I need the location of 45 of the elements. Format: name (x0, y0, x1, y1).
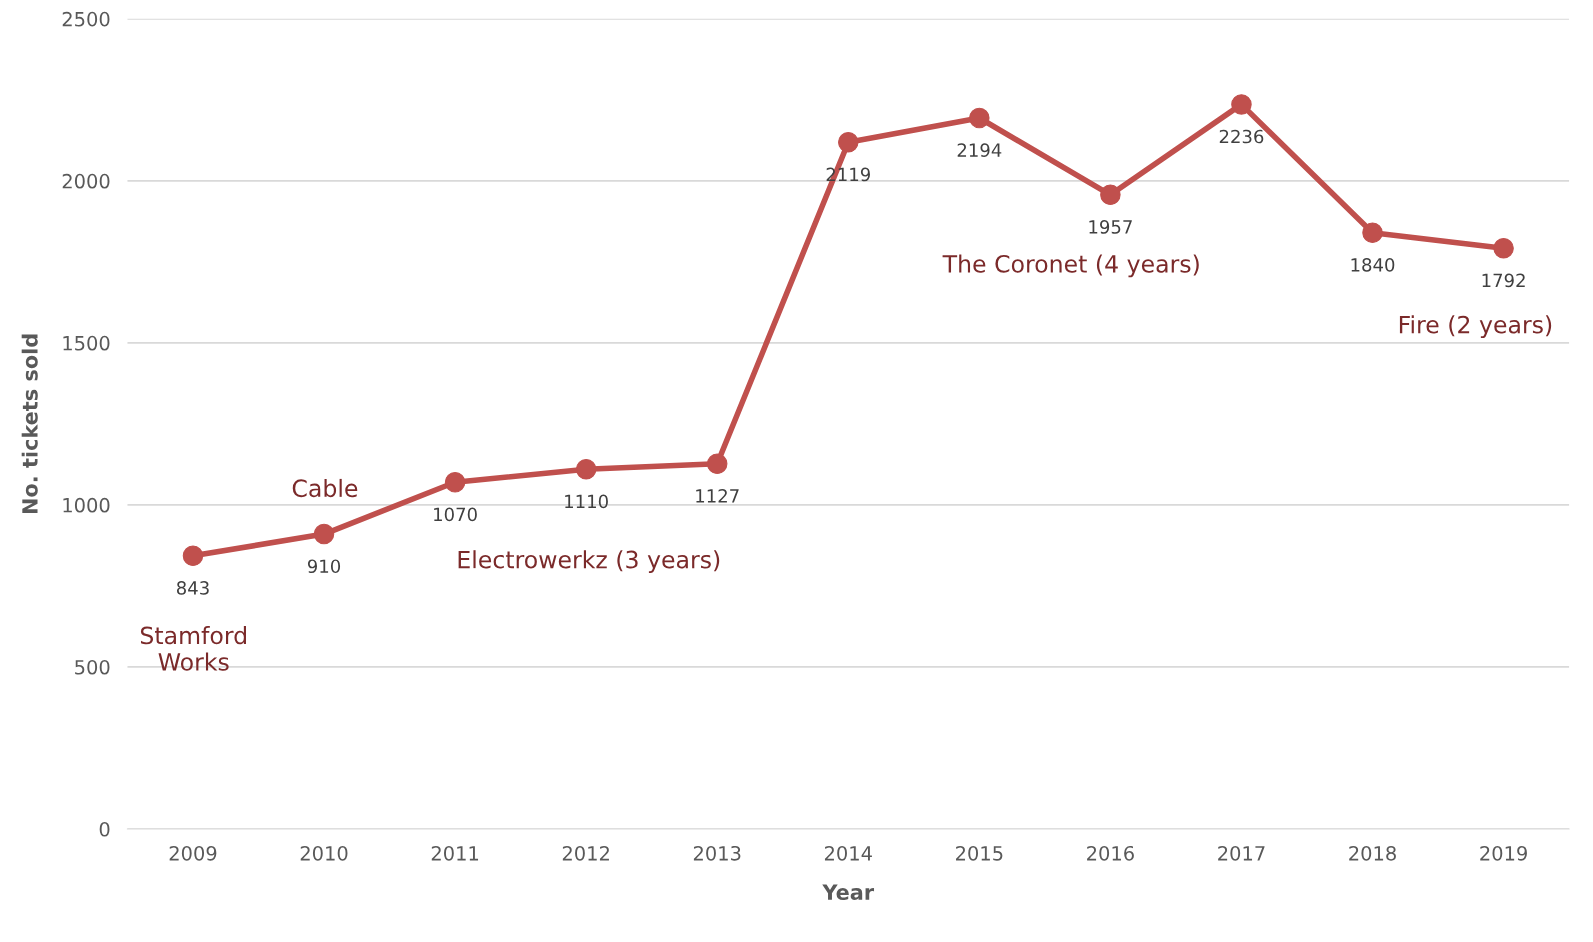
point (838, 132, 859, 153)
point (444, 471, 466, 493)
x-tick-label: 2015 (956, 845, 1003, 861)
y-tick-label: 2500 (62, 11, 110, 27)
x-tick-label: 2013 (693, 845, 741, 861)
y-tick-label: 2000 (62, 173, 110, 189)
data-label: 1792 (1482, 273, 1525, 288)
point (1493, 238, 1514, 259)
data-label: 2236 (1219, 129, 1264, 144)
x-axis-title: Year (822, 884, 875, 901)
y-axis-title: No. tickets sold (21, 334, 38, 514)
annotation: Cable (292, 478, 358, 498)
data-label: 910 (307, 559, 341, 574)
x-tick-label: 2011 (431, 845, 479, 861)
x-tick-label: 2017 (1218, 845, 1265, 861)
point (182, 545, 204, 567)
x-tick-label: 2018 (1349, 845, 1396, 861)
point (313, 523, 335, 545)
data-label: 2194 (957, 143, 1002, 157)
point (1100, 184, 1121, 206)
x-tick-label: 2019 (1480, 845, 1527, 861)
data-label: 1110 (565, 494, 608, 509)
y-tick-label: 0 (99, 821, 110, 837)
y-tick-label: 500 (75, 659, 110, 675)
x-tick-label: 2014 (824, 845, 872, 861)
y-tick-label: 1000 (63, 497, 110, 513)
data-label: 843 (176, 581, 209, 595)
data-label: 1957 (1089, 220, 1132, 234)
data-label: 1070 (434, 507, 477, 522)
y-tick-label: 1500 (63, 335, 110, 351)
annotation: Fire (2 years) (1399, 315, 1552, 339)
point (706, 453, 728, 474)
point (969, 107, 990, 129)
point (575, 459, 597, 480)
annotation: The Coronet (4 years) (942, 254, 1199, 278)
annotation: Stamford Works (140, 626, 246, 671)
data-label: 1127 (696, 489, 739, 503)
point (1362, 222, 1383, 243)
data-label: 1840 (1351, 258, 1395, 272)
x-tick-label: 2016 (1087, 845, 1134, 861)
x-tick-label: 2009 (169, 845, 217, 861)
annotation: Electrowerkz (3 years) (458, 550, 720, 574)
point (1231, 94, 1252, 115)
x-tick-label: 2010 (300, 845, 348, 861)
x-tick-label: 2012 (562, 845, 609, 861)
